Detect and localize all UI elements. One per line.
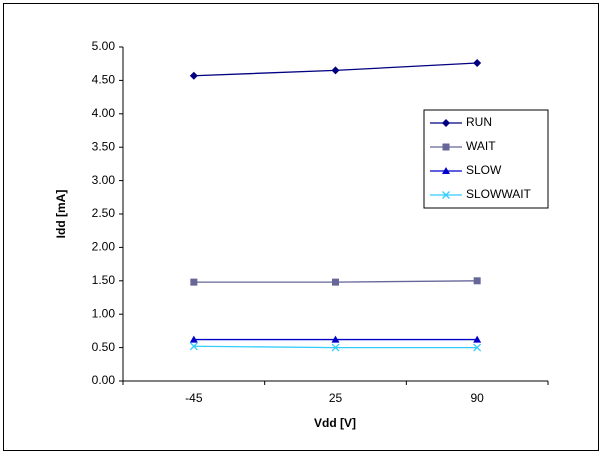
marker [473,277,481,285]
marker [331,335,340,343]
legend-box [423,109,549,209]
marker [442,119,450,127]
legend-label: SLOWWAIT [466,187,532,201]
marker [332,278,339,286]
y-tick-label: 4.50 [92,73,116,87]
x-tick-label: -45 [185,391,203,405]
y-tick-label: 2.50 [92,206,116,220]
marker [442,143,450,151]
x-axis-title: Vdd [V] [314,416,356,430]
marker [331,66,340,75]
marker [190,278,198,286]
y-axis-title: Idd [mA] [54,190,68,239]
x-tick-label: 25 [329,391,343,405]
y-tick-label: 5.00 [92,39,116,53]
chart-frame [3,3,599,451]
legend-label: RUN [466,115,492,129]
marker [189,335,198,343]
y-tick-label: 2.00 [92,240,116,254]
marker [442,167,450,174]
legend-label: SLOW [466,163,502,177]
marker [473,343,482,352]
y-tick-label: 0.00 [92,373,116,387]
marker [473,335,482,343]
y-tick-label: 0.50 [92,340,116,354]
legend-label: WAIT [466,139,496,153]
marker [442,191,450,199]
marker [331,343,340,352]
marker [189,342,198,351]
y-tick-label: 1.00 [92,306,116,320]
y-tick-label: 3.50 [92,139,116,153]
x-tick-label: 90 [470,391,484,405]
marker [189,71,198,80]
y-tick-label: 1.50 [92,273,116,287]
marker [473,59,482,68]
y-tick-label: 4.00 [92,106,116,120]
y-tick-label: 3.00 [92,173,116,187]
